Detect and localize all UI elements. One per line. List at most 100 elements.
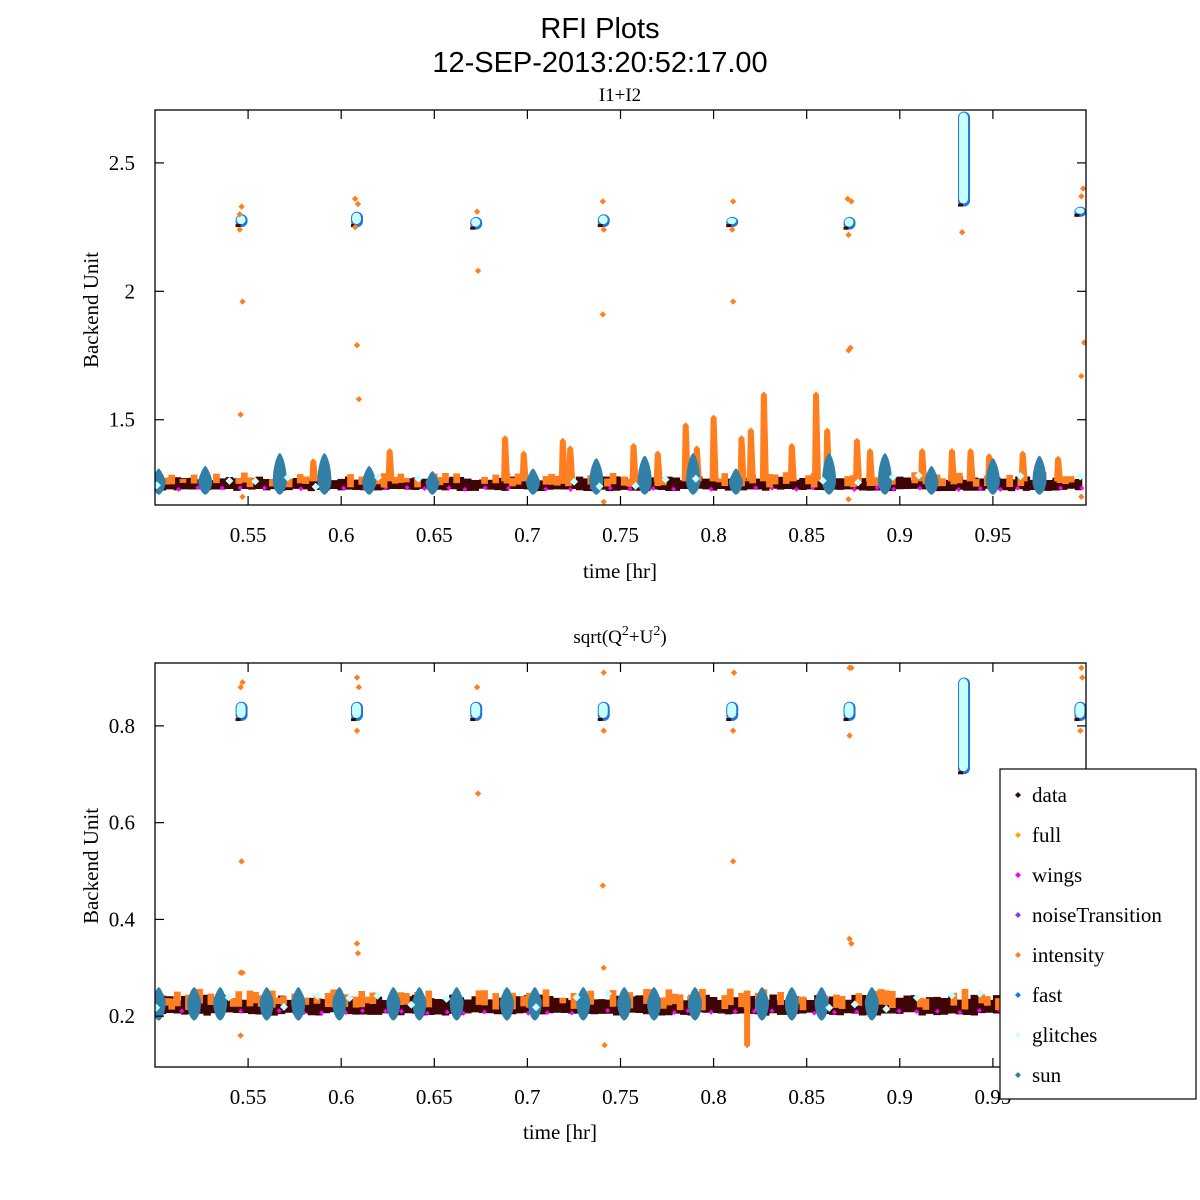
x-tick-label: 0.65: [416, 523, 453, 547]
intensity-outlier-point: [848, 940, 855, 947]
intensity-outlier-point: [846, 935, 853, 942]
intensity-spike: [501, 435, 511, 482]
x-tick-label: 0.9: [887, 1085, 913, 1109]
intensity-spike: [759, 391, 769, 482]
intensity-outlier-point: [1079, 674, 1086, 681]
x-tick-label: 0.8: [700, 1085, 726, 1109]
intensity-outlier-point: [473, 683, 481, 691]
data-cluster-edge: [958, 203, 964, 207]
intensity-outlier-point: [351, 223, 359, 231]
sun-bump: [687, 987, 702, 1021]
sun-bump: [332, 987, 347, 1021]
intensity-outlier-point: [600, 226, 607, 233]
intensity-outlier-point: [729, 198, 737, 205]
glitches-cluster: [352, 702, 362, 719]
glitches-cluster: [727, 217, 737, 225]
legend-entry-sun: sun: [1015, 1063, 1062, 1087]
intensity-marker-icon: [1015, 952, 1021, 958]
fast-marker-icon: [1015, 992, 1021, 998]
glitches-cluster: [844, 217, 854, 227]
y-axis-label-bottom: Backend Unit: [79, 808, 103, 924]
data-marker-icon: [1015, 792, 1021, 798]
sun-bump: [924, 465, 939, 495]
sun-bump: [728, 468, 743, 495]
data-cluster-edge: [958, 771, 964, 775]
intensity-outlier-point: [600, 964, 607, 972]
x-tick-label: 0.95: [975, 523, 1012, 547]
legend-label: wings: [1032, 863, 1082, 887]
intensity-outlier-point: [958, 229, 966, 236]
glitches-cluster: [598, 702, 608, 719]
sun-bump: [784, 987, 799, 1021]
intensity-outlier-point: [1080, 339, 1086, 346]
intensity-outlier-point: [599, 882, 607, 889]
sun-bump: [814, 987, 829, 1021]
intensity-outlier-point: [474, 267, 482, 274]
sun-bump: [499, 987, 514, 1021]
intensity-outlier-point: [474, 790, 482, 797]
plot-sqrt-q2-u2-ticks: 0.55 0.6 0.65 0.7 0.75 0.8 0.85 0.9 0.950.20.40.…: [109, 663, 1086, 1109]
intensity-outlier-point: [239, 493, 246, 500]
intensity-outlier-point: [354, 950, 362, 957]
intensity-outlier-point: [600, 669, 607, 676]
legend-entry-fast: fast: [1015, 983, 1062, 1007]
data-cluster-edge: [1074, 718, 1080, 722]
sun-bump: [617, 987, 632, 1021]
plot-title-sqrt-q2-u2: sqrt(Q2+U2): [573, 624, 666, 648]
intensity-spike: [737, 435, 747, 482]
legend-label: data: [1032, 783, 1068, 807]
data-cluster-edge: [597, 224, 603, 228]
x-axis-label-bottom: time [hr]: [523, 1120, 597, 1144]
intensity-outlier-point: [473, 208, 481, 215]
y-tick-label: 2.5: [109, 151, 135, 175]
intensity-outlier-point: [1078, 193, 1085, 200]
x-tick-label: 0.75: [602, 523, 639, 547]
data-cluster-edge: [470, 226, 476, 230]
sun-bump: [291, 987, 306, 1021]
intensity-spike: [787, 442, 797, 482]
data-cluster-edge: [235, 224, 241, 228]
x-axis-label-top: time [hr]: [583, 559, 657, 583]
sun-bump: [155, 987, 166, 1021]
intensity-outlier-point: [236, 226, 243, 233]
intensity-outlier-point: [355, 395, 363, 403]
intensity-outlier-point: [355, 683, 363, 691]
sun-bump: [1032, 455, 1047, 495]
intensity-outlier-point: [1078, 664, 1085, 672]
intensity-outlier-point: [353, 674, 361, 681]
data-cluster-edge: [235, 718, 241, 722]
glitches-cluster: [471, 217, 481, 227]
intensity-outlier-point: [1080, 185, 1086, 192]
legend-label: noiseTransition: [1032, 903, 1162, 927]
intensity-spike: [947, 447, 957, 482]
intensity-spike: [629, 442, 639, 482]
intensity-outlier-point: [600, 727, 607, 734]
intensity-outlier-point: [729, 226, 736, 233]
y-tick-label: 1.5: [109, 408, 135, 432]
data-cluster-edge: [1074, 213, 1080, 217]
intensity-outlier-point: [845, 347, 852, 354]
y-tick-label: 0.4: [109, 907, 136, 931]
plot-i1-i2-ticks: 0.55 0.6 0.65 0.7 0.75 0.8 0.85 0.9 0.95 1.5 2 2.5: [109, 110, 1086, 547]
axes-frame: [154, 109, 1087, 506]
sun-bump: [155, 468, 166, 495]
sun-bump: [449, 987, 464, 1021]
intensity-spike: [812, 391, 822, 482]
intensity-spike: [966, 447, 976, 482]
marks-clipped: [155, 664, 1086, 1049]
y-axis-label-top: Backend Unit: [79, 252, 103, 368]
x-tick-label: 0.8: [700, 523, 726, 547]
noiseTransition-marker-icon: [1015, 912, 1021, 918]
title-part-sup1: 2: [622, 624, 629, 639]
x-tick-label: 0.9: [887, 523, 913, 547]
y-tick-label: 0.6: [109, 811, 135, 835]
plot-sqrt-q2-u2: sqrt(Q2+U2) 0.55 0.6 0.65 0.7 0.75 0.8 0.85 0.9…: [79, 624, 1087, 1144]
intensity-spike: [385, 447, 395, 482]
glitches-cluster: [236, 702, 246, 719]
data-cluster-edge: [597, 718, 603, 722]
title-part-base: sqrt(Q: [573, 627, 622, 648]
x-tick-label: 0.7: [514, 523, 540, 547]
legend-label: sun: [1032, 1063, 1062, 1087]
legend-label: glitches: [1032, 1023, 1097, 1047]
sun-bump: [525, 468, 540, 495]
